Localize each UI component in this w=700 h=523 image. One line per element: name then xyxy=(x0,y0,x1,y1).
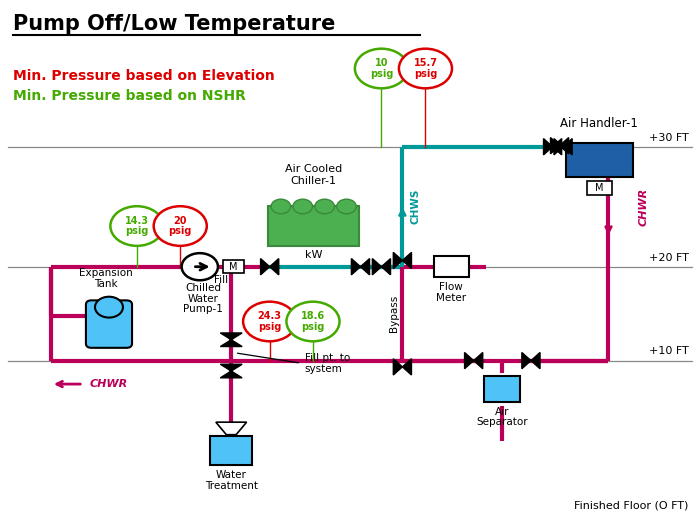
Text: +10 FT: +10 FT xyxy=(649,346,689,357)
Text: CHWS: CHWS xyxy=(411,189,421,224)
Text: Water
Treatment: Water Treatment xyxy=(204,470,258,491)
Circle shape xyxy=(293,199,312,214)
Text: M: M xyxy=(229,262,237,272)
Text: Finished Floor (O FT): Finished Floor (O FT) xyxy=(575,501,689,511)
Circle shape xyxy=(181,253,218,280)
Polygon shape xyxy=(270,258,279,275)
Polygon shape xyxy=(543,139,552,155)
Polygon shape xyxy=(220,371,242,378)
Text: 15.7
psig: 15.7 psig xyxy=(414,58,438,79)
Text: Bypass: Bypass xyxy=(389,295,399,332)
FancyBboxPatch shape xyxy=(434,256,469,277)
FancyBboxPatch shape xyxy=(86,300,132,348)
Circle shape xyxy=(355,49,408,88)
Circle shape xyxy=(399,49,452,88)
Polygon shape xyxy=(465,353,474,369)
FancyBboxPatch shape xyxy=(566,143,633,177)
Polygon shape xyxy=(360,258,370,275)
Polygon shape xyxy=(563,139,572,155)
FancyBboxPatch shape xyxy=(484,376,521,402)
Text: CHWR: CHWR xyxy=(638,188,648,226)
Polygon shape xyxy=(393,252,402,269)
Circle shape xyxy=(243,302,296,342)
Polygon shape xyxy=(372,258,382,275)
Polygon shape xyxy=(522,353,531,369)
Text: +20 FT: +20 FT xyxy=(649,253,689,263)
Polygon shape xyxy=(216,422,246,435)
Polygon shape xyxy=(220,333,242,340)
Text: Expansion
Tank: Expansion Tank xyxy=(78,268,132,289)
Polygon shape xyxy=(552,139,561,155)
Circle shape xyxy=(337,199,356,214)
Circle shape xyxy=(286,302,339,342)
Text: 20
psig: 20 psig xyxy=(169,215,192,236)
Circle shape xyxy=(315,199,335,214)
Circle shape xyxy=(154,206,206,246)
Text: +30 FT: +30 FT xyxy=(649,132,689,143)
FancyBboxPatch shape xyxy=(210,436,252,465)
Polygon shape xyxy=(220,340,242,347)
Text: Fill: Fill xyxy=(214,275,228,285)
Text: M: M xyxy=(595,183,603,193)
Text: Chilled
Water
Pump-1: Chilled Water Pump-1 xyxy=(183,283,223,314)
Text: 24.3
psig: 24.3 psig xyxy=(258,311,281,332)
Circle shape xyxy=(111,206,164,246)
Circle shape xyxy=(95,297,123,317)
Text: Fill pt. to
system: Fill pt. to system xyxy=(304,353,350,373)
Polygon shape xyxy=(393,359,402,375)
Text: CHWR: CHWR xyxy=(90,379,128,389)
Text: Flow
Meter: Flow Meter xyxy=(436,282,466,303)
Polygon shape xyxy=(351,258,360,275)
Circle shape xyxy=(271,199,290,214)
Text: Min. Pressure based on NSHR: Min. Pressure based on NSHR xyxy=(13,89,246,104)
Polygon shape xyxy=(382,258,391,275)
Polygon shape xyxy=(559,138,568,154)
Polygon shape xyxy=(260,258,270,275)
Text: kW: kW xyxy=(305,250,323,260)
Polygon shape xyxy=(220,364,242,371)
Polygon shape xyxy=(402,359,412,375)
Text: Air Cooled
Chiller-1: Air Cooled Chiller-1 xyxy=(285,164,342,186)
Text: Pump Off/Low Temperature: Pump Off/Low Temperature xyxy=(13,14,335,34)
Polygon shape xyxy=(531,353,540,369)
Text: Air Handler-1: Air Handler-1 xyxy=(561,117,638,130)
Polygon shape xyxy=(550,138,559,154)
Text: 10
psig: 10 psig xyxy=(370,58,393,79)
Polygon shape xyxy=(474,353,483,369)
Text: 14.3
psig: 14.3 psig xyxy=(125,215,149,236)
Polygon shape xyxy=(554,139,563,155)
Text: Min. Pressure based on Elevation: Min. Pressure based on Elevation xyxy=(13,69,275,83)
FancyBboxPatch shape xyxy=(268,207,359,246)
FancyBboxPatch shape xyxy=(223,260,244,274)
Text: 18.6
psig: 18.6 psig xyxy=(301,311,325,332)
Polygon shape xyxy=(402,252,412,269)
Text: Air
Separator: Air Separator xyxy=(477,406,528,427)
FancyBboxPatch shape xyxy=(587,181,612,195)
